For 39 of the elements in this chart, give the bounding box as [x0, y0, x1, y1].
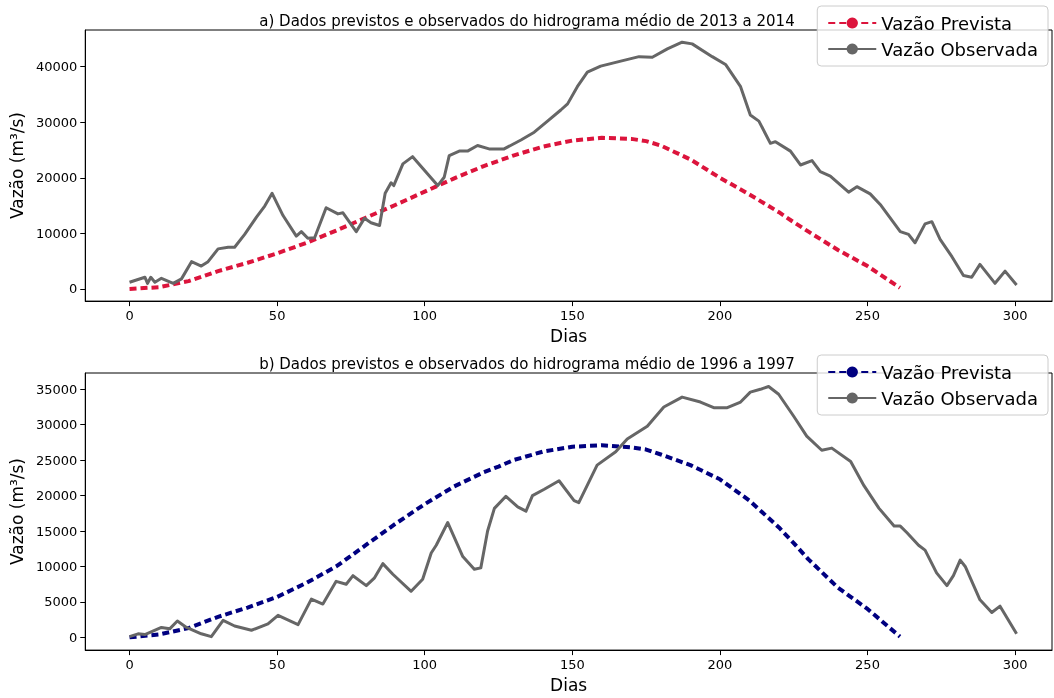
x-tick-label: 300	[1002, 657, 1028, 673]
legend-label: Vazão Prevista	[881, 12, 1013, 34]
y-tick-label: 35000	[35, 381, 78, 397]
line-series	[127, 135, 902, 291]
x-axis-title: Dias	[550, 325, 588, 346]
x-tick-label: 150	[559, 308, 585, 324]
x-tick-label: 200	[707, 657, 733, 673]
legend-label: Vazão Observada	[881, 38, 1039, 60]
y-tick-label: 5000	[44, 594, 78, 610]
x-tick-label: 0	[125, 657, 134, 673]
x-tick-label: 0	[125, 308, 134, 324]
x-tick-label: 100	[412, 308, 438, 324]
legend-label: Vazão Observada	[881, 387, 1039, 409]
y-tick-label: 30000	[35, 114, 78, 130]
x-tick-label: 300	[1002, 308, 1028, 324]
legend-label: Vazão Prevista	[881, 361, 1013, 383]
y-tick-label: 30000	[35, 417, 78, 433]
y-tick-label: 10000	[35, 225, 78, 241]
y-tick-label: 20000	[35, 488, 78, 504]
x-tick-label: 200	[707, 308, 733, 324]
y-axis-title: Vazão (m³/s)	[6, 458, 27, 566]
y-tick-label: 0	[68, 629, 78, 645]
x-tick-label: 50	[268, 308, 286, 324]
y-tick-label: 10000	[35, 558, 78, 574]
y-tick-label: 15000	[35, 523, 78, 539]
y-tick-label: 40000	[35, 59, 78, 75]
y-axis-title: Vazão (m³/s)	[6, 112, 27, 220]
x-tick-label: 250	[855, 657, 880, 673]
y-tick-label: 0	[68, 281, 78, 297]
x-axis-title: Dias	[550, 674, 588, 695]
x-tick-label: 150	[559, 657, 585, 673]
chart-title: a) Dados previstos e observados do hidrograma médio de 2013 a 2014	[259, 11, 795, 30]
x-tick-label: 100	[412, 657, 438, 673]
y-tick-label: 20000	[35, 170, 78, 186]
y-tick-label: 25000	[35, 452, 78, 468]
x-tick-label: 50	[268, 657, 286, 673]
chart-title: b) Dados previstos e observados do hidrograma médio de 1996 a 1997	[259, 354, 795, 373]
x-tick-label: 250	[855, 308, 880, 324]
line-series	[127, 443, 902, 640]
